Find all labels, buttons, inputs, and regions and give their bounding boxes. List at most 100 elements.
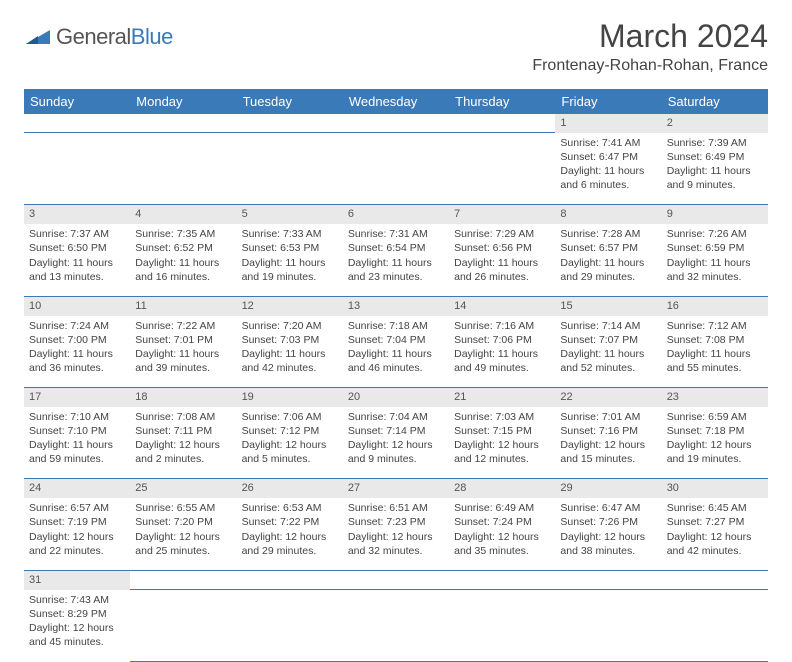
cell-line: Sunset: 7:26 PM (560, 515, 656, 529)
cell-line: Sunrise: 6:45 AM (667, 501, 763, 515)
cell-line: and 36 minutes. (29, 361, 125, 375)
day-number-cell (662, 570, 768, 589)
cell-line: and 9 minutes. (348, 452, 444, 466)
day-detail-cell: Sunrise: 6:59 AMSunset: 7:18 PMDaylight:… (662, 407, 768, 479)
cell-line: Sunset: 7:12 PM (242, 424, 338, 438)
cell-line: Daylight: 11 hours (348, 347, 444, 361)
day-detail-cell: Sunrise: 7:14 AMSunset: 7:07 PMDaylight:… (555, 316, 661, 388)
day-number-cell: 18 (130, 388, 236, 407)
cell-line: Sunrise: 6:49 AM (454, 501, 550, 515)
cell-line: and 25 minutes. (135, 544, 231, 558)
cell-line: Daylight: 11 hours (29, 347, 125, 361)
day-number-cell: 4 (130, 205, 236, 224)
cell-line: Sunset: 7:14 PM (348, 424, 444, 438)
cell-line: Daylight: 12 hours (454, 530, 550, 544)
day-detail-cell: Sunrise: 7:16 AMSunset: 7:06 PMDaylight:… (449, 316, 555, 388)
cell-line: Daylight: 12 hours (667, 530, 763, 544)
cell-line: Sunrise: 7:08 AM (135, 410, 231, 424)
cell-line: Sunset: 7:18 PM (667, 424, 763, 438)
day-number-cell (130, 570, 236, 589)
day-detail-cell: Sunrise: 7:24 AMSunset: 7:00 PMDaylight:… (24, 316, 130, 388)
day-detail-cell: Sunrise: 7:10 AMSunset: 7:10 PMDaylight:… (24, 407, 130, 479)
cell-line: Daylight: 12 hours (348, 438, 444, 452)
cell-line: Daylight: 11 hours (29, 438, 125, 452)
day-number-cell: 9 (662, 205, 768, 224)
cell-line: Sunrise: 7:03 AM (454, 410, 550, 424)
day-detail-cell: Sunrise: 7:12 AMSunset: 7:08 PMDaylight:… (662, 316, 768, 388)
day-number-cell: 2 (662, 114, 768, 133)
detail-row: Sunrise: 6:57 AMSunset: 7:19 PMDaylight:… (24, 498, 768, 570)
day-header: Friday (555, 89, 661, 114)
day-detail-cell: Sunrise: 7:20 AMSunset: 7:03 PMDaylight:… (237, 316, 343, 388)
cell-line: Sunrise: 7:12 AM (667, 319, 763, 333)
daynum-row: 12 (24, 114, 768, 133)
day-header: Monday (130, 89, 236, 114)
cell-line: Daylight: 11 hours (135, 256, 231, 270)
day-number-cell (449, 570, 555, 589)
day-number-cell: 15 (555, 296, 661, 315)
cell-line: Daylight: 11 hours (454, 256, 550, 270)
day-number-cell: 16 (662, 296, 768, 315)
cell-line: Sunrise: 7:20 AM (242, 319, 338, 333)
cell-line: and 29 minutes. (242, 544, 338, 558)
day-number-cell: 27 (343, 479, 449, 498)
day-number-cell: 30 (662, 479, 768, 498)
cell-line: Sunrise: 6:53 AM (242, 501, 338, 515)
cell-line: Sunrise: 7:41 AM (560, 136, 656, 150)
cell-line: Daylight: 12 hours (348, 530, 444, 544)
day-detail-cell: Sunrise: 7:22 AMSunset: 7:01 PMDaylight:… (130, 316, 236, 388)
day-detail-cell: Sunrise: 6:57 AMSunset: 7:19 PMDaylight:… (24, 498, 130, 570)
day-detail-cell (24, 133, 130, 205)
day-detail-cell: Sunrise: 7:29 AMSunset: 6:56 PMDaylight:… (449, 224, 555, 296)
title-block: March 2024 Frontenay-Rohan-Rohan, France (532, 18, 768, 75)
day-detail-cell: Sunrise: 7:35 AMSunset: 6:52 PMDaylight:… (130, 224, 236, 296)
day-number-cell: 20 (343, 388, 449, 407)
cell-line: Sunset: 6:57 PM (560, 241, 656, 255)
daynum-row: 3456789 (24, 205, 768, 224)
cell-line: Sunrise: 6:47 AM (560, 501, 656, 515)
detail-row: Sunrise: 7:24 AMSunset: 7:00 PMDaylight:… (24, 316, 768, 388)
cell-line: Sunrise: 7:29 AM (454, 227, 550, 241)
cell-line: Sunrise: 7:26 AM (667, 227, 763, 241)
cell-line: and 39 minutes. (135, 361, 231, 375)
cell-line: and 26 minutes. (454, 270, 550, 284)
cell-line: and 5 minutes. (242, 452, 338, 466)
day-number-cell: 23 (662, 388, 768, 407)
day-header: Sunday (24, 89, 130, 114)
cell-line: Sunset: 6:54 PM (348, 241, 444, 255)
day-detail-cell (237, 590, 343, 662)
logo-icon (24, 26, 52, 48)
cell-line: Sunrise: 7:37 AM (29, 227, 125, 241)
cell-line: and 59 minutes. (29, 452, 125, 466)
month-title: March 2024 (532, 18, 768, 55)
cell-line: Sunset: 7:22 PM (242, 515, 338, 529)
cell-line: and 2 minutes. (135, 452, 231, 466)
day-detail-cell: Sunrise: 6:53 AMSunset: 7:22 PMDaylight:… (237, 498, 343, 570)
day-detail-cell (237, 133, 343, 205)
day-number-cell (343, 114, 449, 133)
day-detail-cell (130, 133, 236, 205)
cell-line: and 23 minutes. (348, 270, 444, 284)
cell-line: Sunset: 7:11 PM (135, 424, 231, 438)
cell-line: Sunset: 7:08 PM (667, 333, 763, 347)
cell-line: Sunrise: 7:24 AM (29, 319, 125, 333)
cell-line: Daylight: 12 hours (560, 438, 656, 452)
cell-line: Sunrise: 7:18 AM (348, 319, 444, 333)
day-number-cell (343, 570, 449, 589)
day-number-cell: 11 (130, 296, 236, 315)
day-number-cell: 25 (130, 479, 236, 498)
cell-line: Sunset: 7:07 PM (560, 333, 656, 347)
cell-line: Daylight: 12 hours (242, 438, 338, 452)
calendar-body: 12 Sunrise: 7:41 AMSunset: 6:47 PM Dayligh… (24, 114, 768, 662)
day-detail-cell: Sunrise: 7:37 AMSunset: 6:50 PMDaylight:… (24, 224, 130, 296)
cell-line: Sunset: 7:15 PM (454, 424, 550, 438)
day-header: Saturday (662, 89, 768, 114)
cell-line: Daylight: 12 hours (135, 438, 231, 452)
cell-line: Sunset: 6:50 PM (29, 241, 125, 255)
day-detail-cell: Sunrise: 6:47 AMSunset: 7:26 PMDaylight:… (555, 498, 661, 570)
cell-line: Sunset: 7:23 PM (348, 515, 444, 529)
cell-line: Sunset: 6:47 PM (560, 150, 656, 164)
day-number-cell: 29 (555, 479, 661, 498)
cell-line: Daylight: 11 hours (135, 347, 231, 361)
cell-line: Sunset: 7:04 PM (348, 333, 444, 347)
